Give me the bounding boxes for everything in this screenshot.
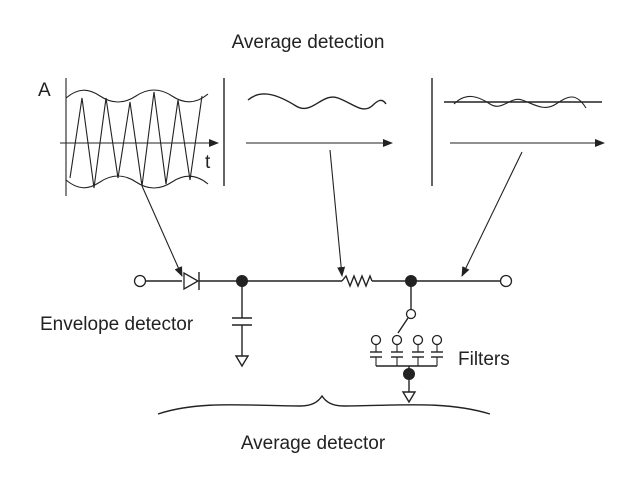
average-panel: [444, 95, 605, 147]
capacitor-symbol: [232, 317, 252, 326]
envelope-panel: [246, 93, 393, 147]
upper-envelope: [65, 89, 209, 103]
input-terminal: [133, 274, 147, 288]
circuit: [133, 271, 513, 404]
output-terminal: [499, 274, 513, 288]
average-detector-label: Average detector: [241, 433, 386, 454]
resistor-symbol: [341, 274, 373, 288]
envelope-waveform: [247, 93, 387, 110]
switch-symbol: [405, 308, 417, 320]
lower-envelope: [65, 175, 209, 189]
diode-symbol: [183, 271, 200, 291]
input-signal-panel: A t: [38, 78, 219, 196]
time-axis-label: t: [205, 152, 211, 173]
arrow-icon: [141, 185, 183, 277]
brace-symbol: [157, 394, 491, 415]
diagram-title: Average detection: [232, 32, 385, 53]
filter-bank: [370, 334, 443, 404]
residual-waveform: [453, 95, 587, 109]
envelope-detector-label: Envelope detector: [40, 314, 194, 335]
carrier-waveform: [69, 91, 203, 189]
filters-label: Filters: [458, 349, 510, 370]
arrow-icon: [329, 149, 346, 277]
ground-symbol: [401, 391, 417, 404]
arrow-icon: [461, 151, 523, 277]
amplitude-axis-label: A: [38, 80, 51, 101]
switch-blade: [397, 317, 409, 334]
ground-symbol: [234, 355, 250, 368]
